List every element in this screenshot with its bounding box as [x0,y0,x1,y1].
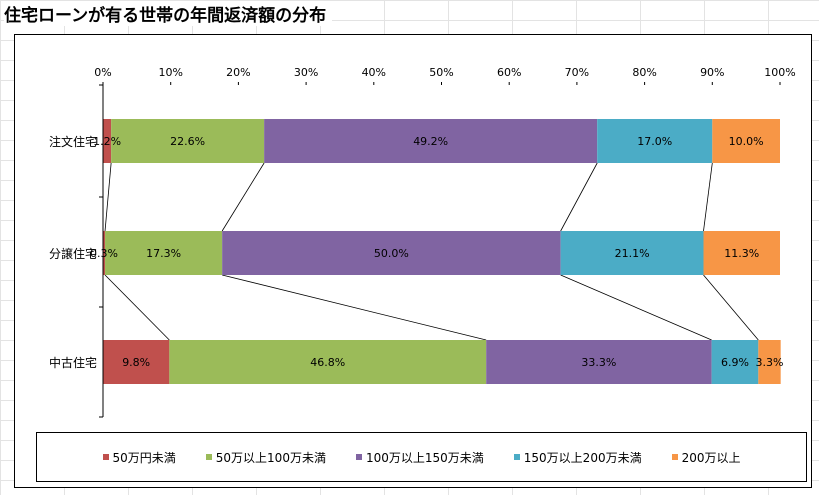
x-tick-label: 20% [226,66,250,79]
x-tick-label: 40% [362,66,386,79]
x-tick-label: 10% [158,66,182,79]
data-label: 33.3% [581,356,616,369]
legend-swatch [102,454,109,460]
bar-segment [105,231,223,275]
data-label: 3.3% [756,356,784,369]
bar-segment [103,231,106,275]
bar-segment [703,231,780,275]
legend-item: 200万以上 [671,449,741,466]
bar-segment [712,119,780,163]
category-label: 注文住宅 [49,134,97,149]
legend: 50万円未満 50万以上100万未満 100万以上150万未満 150万以上200万未… [36,432,807,482]
series-line [703,274,759,341]
x-tick-label: 30% [294,66,318,79]
bar-segment [758,340,781,384]
legend-label: 50万円未満 [112,450,176,465]
series-line [104,274,170,341]
legend-item: 50万以上100万未満 [205,449,326,466]
data-label: 11.3% [724,247,759,260]
data-label: 6.9% [721,356,749,369]
chart-area: 注文住宅分譲住宅中古住宅 1.2% 22.6% 49.2% 17.0% 10.0% 0.3%… [14,34,812,488]
legend-label: 150万以上200万未満 [523,450,642,465]
x-tick-label: 80% [632,66,656,79]
series-line [222,274,487,341]
bar-segment [711,340,759,384]
x-tick-label: 70% [565,66,589,79]
legend-swatch [671,454,678,460]
data-label: 10.0% [729,135,764,148]
series-line [560,162,598,232]
bar-segment [111,119,265,163]
legend-item: 50万円未満 [102,449,176,466]
category-label: 中古住宅 [49,355,97,370]
series-line [703,162,713,232]
bar-segment [169,340,487,384]
data-label: 50.0% [374,247,409,260]
bar-segment [560,231,704,275]
data-label: 17.3% [146,247,181,260]
series-line [104,162,112,232]
legend-swatch [513,454,520,460]
data-label: 46.8% [310,356,345,369]
data-label: 0.3% [90,247,118,260]
legend-label: 50万以上100万未満 [215,450,326,465]
legend-label: 200万以上 [681,450,741,465]
bar-segment [222,231,561,275]
bar-segment [486,340,712,384]
data-label: 1.2% [93,135,121,148]
bar-segment [103,340,170,384]
data-label: 21.1% [615,247,650,260]
bar-segment [103,119,112,163]
x-tick-label: 0% [94,66,111,79]
bar-segment [597,119,713,163]
legend-label: 100万以上150万未満 [365,450,484,465]
data-label: 17.0% [637,135,672,148]
category-label: 分譲住宅 [49,246,97,261]
legend-swatch [205,454,212,460]
x-tick-label: 60% [497,66,521,79]
x-tick-label: 90% [700,66,724,79]
series-line [221,162,265,232]
data-label: 22.6% [170,135,205,148]
legend-swatch [355,454,362,460]
bar-segment [264,119,598,163]
data-label: 49.2% [413,135,448,148]
data-label: 9.8% [122,356,150,369]
legend-item: 150万以上200万未満 [513,449,642,466]
x-tick-label: 50% [429,66,453,79]
page-title: 住宅ローンが有る世帯の年間返済額の分布 [4,1,333,26]
x-tick-label: 100% [764,66,795,79]
series-line [560,274,712,341]
legend-item: 100万以上150万未満 [355,449,484,466]
